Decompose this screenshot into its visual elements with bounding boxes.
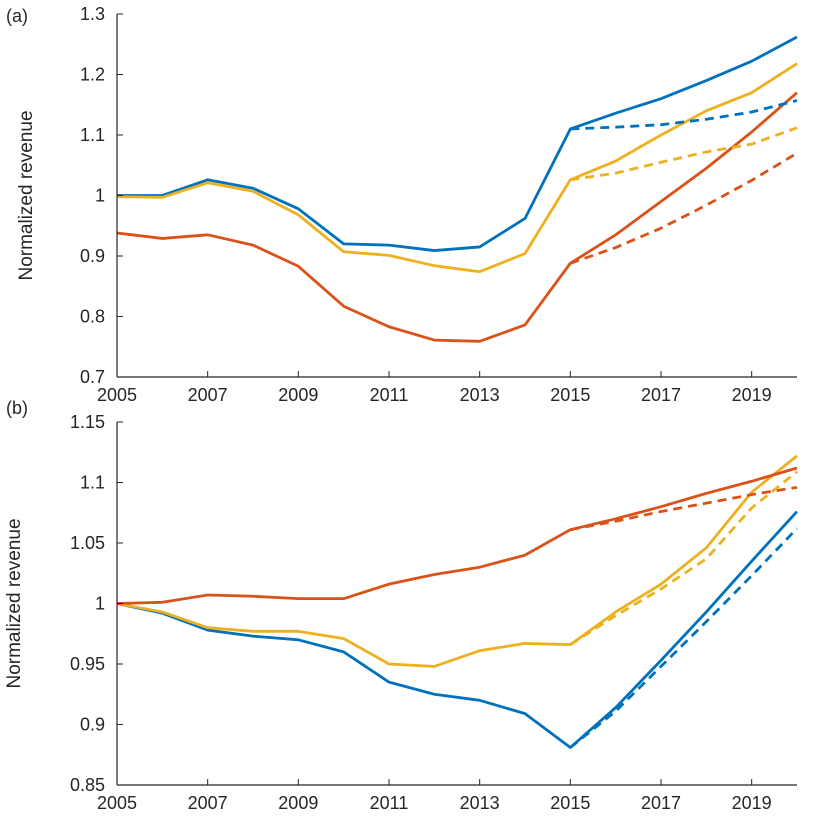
x-tick-label-a: 2011 [370,385,409,405]
y-tick-label-b: 1 [95,594,105,614]
x-tick-label-a: 2019 [732,385,772,405]
x-tick-label-b: 2013 [460,793,500,813]
panel-label-b: (b) [6,398,28,418]
y-tick-label-a: 1.3 [80,4,105,24]
y-tick-label-a: 0.9 [80,246,105,266]
x-tick-label-b: 2019 [732,793,772,813]
x-tick-label-b: 2017 [641,793,681,813]
x-tick-label-b: 2011 [370,793,409,813]
y-tick-label-b: 0.9 [80,715,105,735]
series-a-red [116,91,798,343]
series-b-yellow [116,454,798,668]
x-tick-label-a: 2015 [550,385,590,405]
y-tick-label-b: 0.95 [70,654,105,674]
x-tick-label-b: 2015 [550,793,590,813]
y-tick-label-b: 1.15 [70,412,105,432]
x-tick-label-a: 2005 [97,385,137,405]
y-tick-label-a: 1.2 [80,65,105,85]
x-tick-label-a: 2017 [641,385,681,405]
series-a-yellow [116,62,798,274]
panel-label-a: (a) [6,6,28,26]
series-a-blue [117,35,798,252]
y-axis-label-b: Normalized revenue [4,518,25,688]
y-tick-label-a: 1 [95,186,105,206]
x-tick-label-a: 2007 [188,385,228,405]
series-b-red [116,466,798,605]
y-tick-label-b: 1.05 [70,533,105,553]
series-a-red-projection [569,151,798,265]
series-a-blue-projection [570,99,798,131]
series-b-blue [116,510,799,749]
y-tick-label-a: 1.1 [80,125,105,145]
y-tick-label-a: 0.7 [80,367,105,387]
y-tick-label-a: 0.8 [80,307,105,327]
series-b-red-projection [570,485,798,532]
x-tick-label-b: 2009 [278,793,318,813]
x-tick-label-a: 2009 [278,385,318,405]
series-b-blue-projection [569,527,799,749]
y-tick-label-b: 0.85 [70,775,105,795]
x-tick-label-b: 2007 [188,793,228,813]
y-tick-label-b: 1.1 [80,473,105,493]
panel-a: 0.7 0.8 0.9 1 1.1 1.2 1.3 2005 2007 2009 2011 2013 2… [6,4,798,405]
panel-b: 0.85 0.9 0.95 1 1.05 1.1 1.15 2005 2007 2009 2011 2… [4,398,799,813]
x-tick-label-a: 2013 [460,385,500,405]
x-tick-label-b: 2005 [97,793,137,813]
series-a-yellow-projection [570,126,798,182]
y-axis-label-a: Normalized revenue [16,110,37,280]
